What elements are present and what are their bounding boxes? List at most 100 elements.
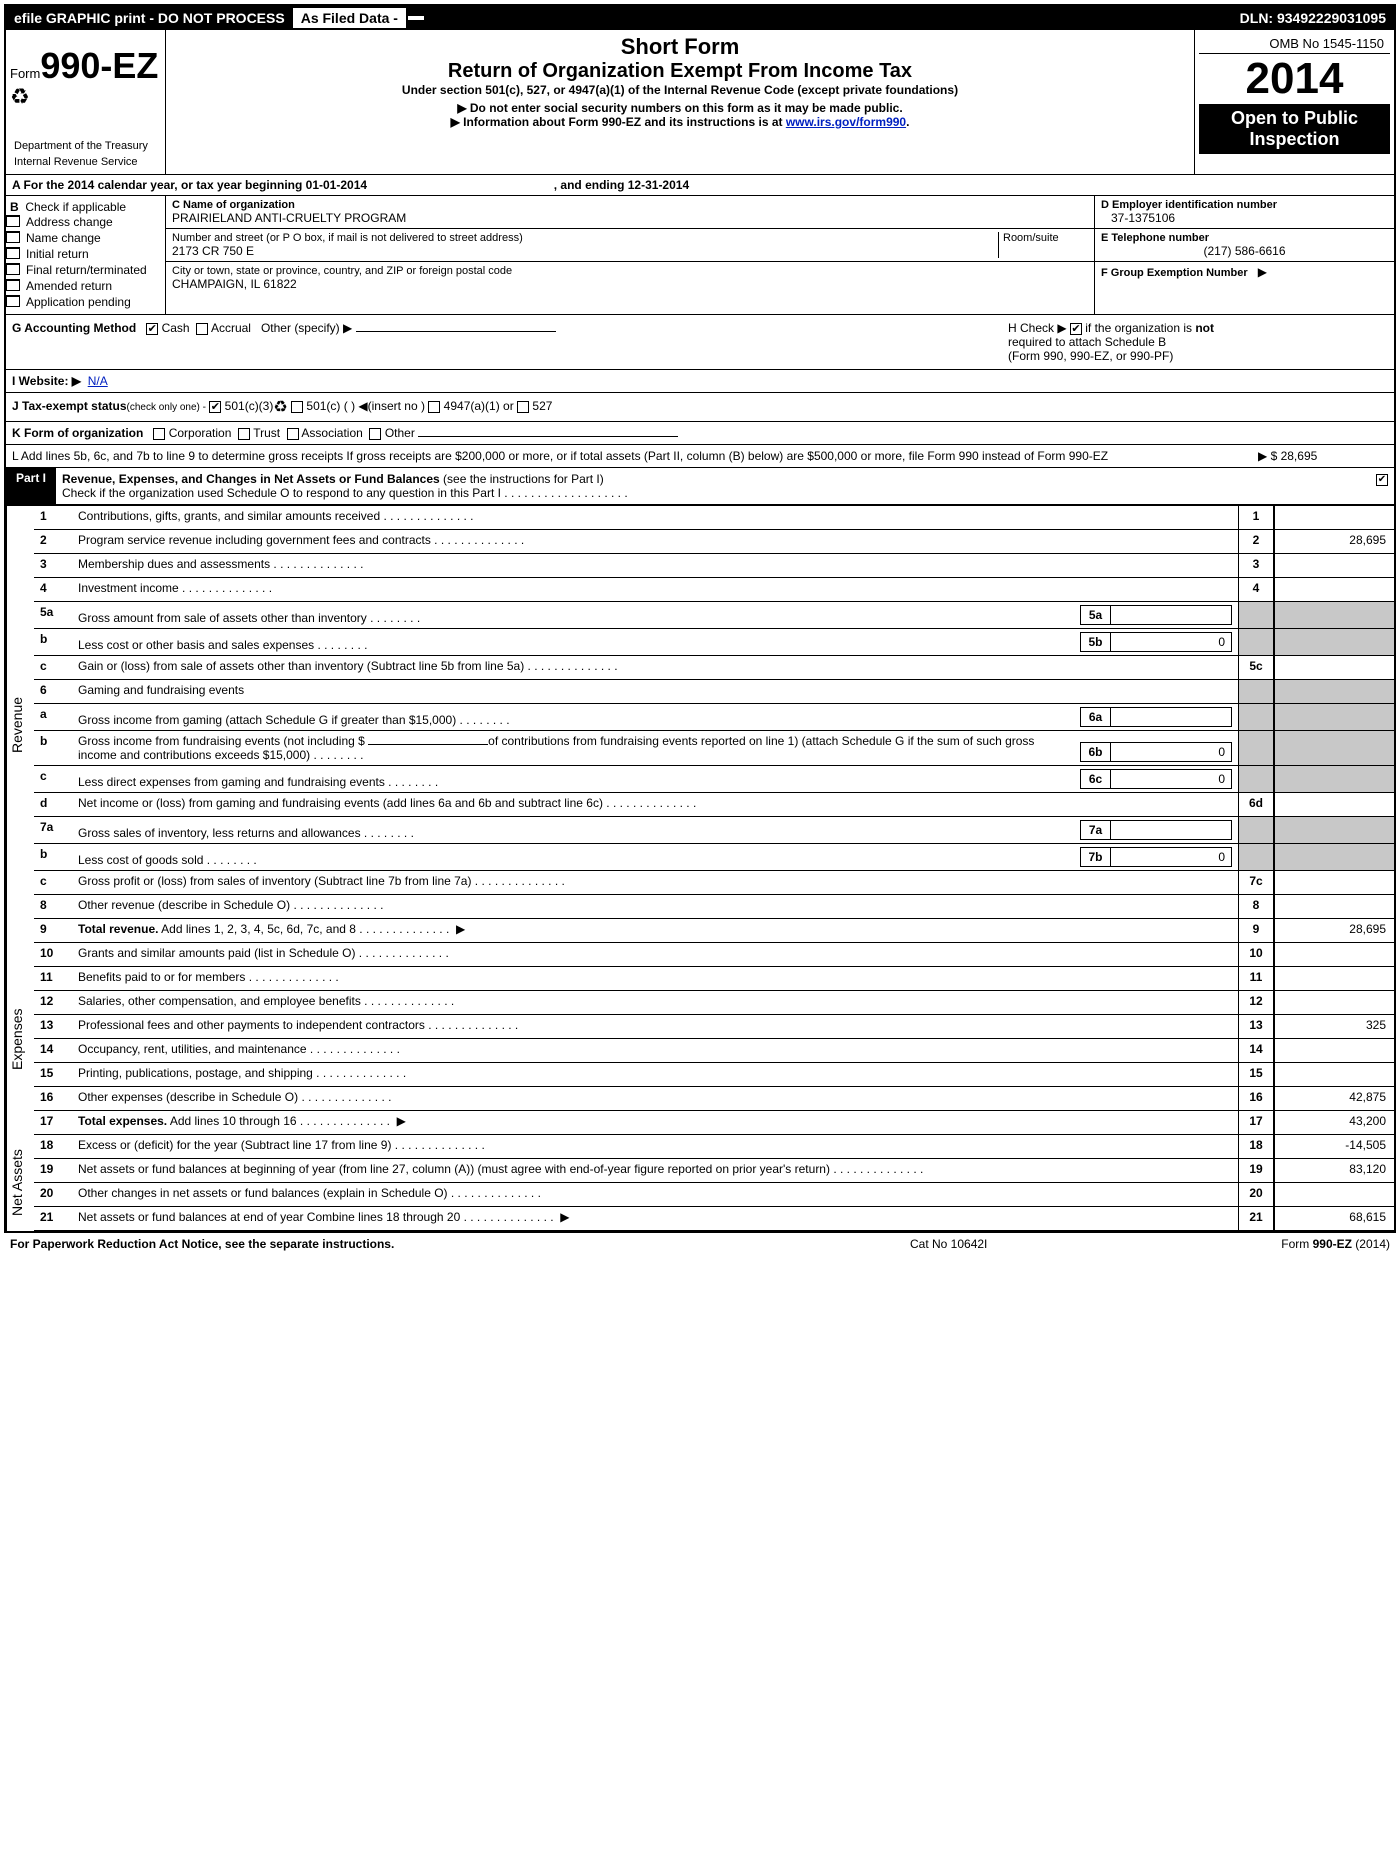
line-val bbox=[1274, 1039, 1394, 1062]
line-val: 28,695 bbox=[1274, 530, 1394, 553]
line-box: 6d bbox=[1238, 793, 1274, 816]
line-desc: Gross income from gaming (attach Schedul… bbox=[72, 704, 1238, 730]
h-not: not bbox=[1195, 321, 1214, 335]
g-other: Other (specify) ▶ bbox=[261, 321, 352, 335]
line-15: 15 Printing, publications, postage, and … bbox=[34, 1063, 1394, 1087]
b-label: B bbox=[10, 200, 19, 214]
chk-501c3[interactable] bbox=[209, 401, 221, 413]
chk-cash[interactable] bbox=[146, 323, 158, 335]
tel-label: E Telephone number bbox=[1101, 232, 1209, 244]
line-1: 1 Contributions, gifts, grants, and simi… bbox=[34, 506, 1394, 530]
open-public-1: Open to Public bbox=[1231, 108, 1358, 128]
chk-address-change[interactable]: Address change bbox=[10, 214, 161, 230]
part1-checkbox-cell bbox=[1364, 468, 1394, 504]
chk-4947[interactable] bbox=[428, 401, 440, 413]
website-link[interactable]: N/A bbox=[88, 374, 108, 388]
line-box: 21 bbox=[1238, 1207, 1274, 1230]
chk-corp[interactable] bbox=[153, 428, 165, 440]
line-box-shade bbox=[1238, 817, 1274, 843]
chk-assoc[interactable] bbox=[287, 428, 299, 440]
line-box-shade bbox=[1238, 766, 1274, 792]
line-box: 17 bbox=[1238, 1111, 1274, 1134]
k-trust: Trust bbox=[253, 426, 280, 440]
inline-box-val bbox=[1111, 821, 1231, 839]
header-center: Short Form Return of Organization Exempt… bbox=[166, 30, 1194, 174]
chk-initial-return[interactable]: Initial return bbox=[10, 246, 161, 262]
line-val bbox=[1274, 656, 1394, 679]
chk-amended-return[interactable]: Amended return bbox=[10, 278, 161, 294]
j-label: J Tax-exempt status bbox=[12, 399, 127, 413]
line-num: 14 bbox=[34, 1039, 72, 1062]
checkbox-icon bbox=[6, 295, 20, 307]
chk-schedule-o[interactable] bbox=[1376, 474, 1388, 486]
line-box-shade bbox=[1238, 602, 1274, 628]
inline-box-val bbox=[1111, 708, 1231, 726]
j-sub: (check only one) - bbox=[127, 402, 206, 413]
line-a: a Gross income from gaming (attach Sched… bbox=[34, 704, 1394, 731]
line-box-shade bbox=[1238, 704, 1274, 730]
line-desc: Investment income . . . . . . . . . . . … bbox=[72, 578, 1238, 601]
chk-application-pending[interactable]: Application pending bbox=[10, 294, 161, 310]
inline-box: 6a bbox=[1080, 707, 1232, 727]
org-name-value: PRAIRIELAND ANTI-CRUELTY PROGRAM bbox=[172, 211, 1088, 225]
inline-box-val: 0 bbox=[1111, 770, 1231, 788]
chk-accrual[interactable] bbox=[196, 323, 208, 335]
chk-trust[interactable] bbox=[238, 428, 250, 440]
part1-title: Revenue, Expenses, and Changes in Net As… bbox=[56, 468, 1364, 504]
line-desc: Gross income from fundraising events (no… bbox=[72, 731, 1238, 765]
ein-cell: D Employer identification number 37-1375… bbox=[1095, 196, 1394, 229]
h-text1: H Check ▶ bbox=[1008, 321, 1067, 335]
line-b: b Gross income from fundraising events (… bbox=[34, 731, 1394, 766]
inline-box-num: 7b bbox=[1081, 848, 1111, 866]
line-num: 4 bbox=[34, 578, 72, 601]
line-desc: Membership dues and assessments . . . . … bbox=[72, 554, 1238, 577]
irs-link[interactable]: www.irs.gov/form990 bbox=[786, 115, 906, 129]
line-13: 13 Professional fees and other payments … bbox=[34, 1015, 1394, 1039]
line-box: 18 bbox=[1238, 1135, 1274, 1158]
line-num: 16 bbox=[34, 1087, 72, 1110]
city-value: CHAMPAIGN, IL 61822 bbox=[172, 277, 1088, 291]
line-val-shade bbox=[1274, 844, 1394, 870]
line-box: 8 bbox=[1238, 895, 1274, 918]
line-num: 21 bbox=[34, 1207, 72, 1230]
row-l: L Add lines 5b, 6c, and 7b to line 9 to … bbox=[6, 445, 1394, 468]
l-arrow: ▶ bbox=[1258, 449, 1267, 463]
chk-527[interactable] bbox=[517, 401, 529, 413]
line-val: 325 bbox=[1274, 1015, 1394, 1038]
form-number: 990-EZ bbox=[40, 45, 158, 86]
line-num: c bbox=[34, 766, 72, 792]
line-21: 21 Net assets or fund balances at end of… bbox=[34, 1207, 1394, 1231]
line-d: d Net income or (loss) from gaming and f… bbox=[34, 793, 1394, 817]
line-box: 14 bbox=[1238, 1039, 1274, 1062]
under-section: Under section 501(c), 527, or 4947(a)(1)… bbox=[174, 83, 1186, 97]
l-text: L Add lines 5b, 6c, and 7b to line 9 to … bbox=[12, 449, 1248, 463]
line-desc: Gross profit or (loss) from sales of inv… bbox=[72, 871, 1238, 894]
line-num: 6 bbox=[34, 680, 72, 703]
inline-box: 5a bbox=[1080, 605, 1232, 625]
chk-501c[interactable] bbox=[291, 401, 303, 413]
checkbox-icon bbox=[6, 247, 20, 259]
chk-schedule-b[interactable] bbox=[1070, 323, 1082, 335]
grp-label: F Group Exemption Number bbox=[1101, 267, 1248, 279]
grid-b-f: B Check if applicable Address change Nam… bbox=[6, 196, 1394, 315]
grp-arrow: ▶ bbox=[1258, 265, 1267, 279]
note-info: ▶ Information about Form 990-EZ and its … bbox=[174, 115, 1186, 129]
chk-name-change[interactable]: Name change bbox=[10, 230, 161, 246]
line-14: 14 Occupancy, rent, utilities, and maint… bbox=[34, 1039, 1394, 1063]
line-c: c Less direct expenses from gaming and f… bbox=[34, 766, 1394, 793]
chk-other[interactable] bbox=[369, 428, 381, 440]
footer: For Paperwork Reduction Act Notice, see … bbox=[4, 1233, 1396, 1255]
line-desc: Program service revenue including govern… bbox=[72, 530, 1238, 553]
addr-cell: Number and street (or P O box, if mail i… bbox=[166, 229, 1094, 262]
line-val-shade bbox=[1274, 602, 1394, 628]
k-corp: Corporation bbox=[169, 426, 232, 440]
line-box: 11 bbox=[1238, 967, 1274, 990]
line-6: 6 Gaming and fundraising events bbox=[34, 680, 1394, 704]
inline-box-val: 0 bbox=[1111, 633, 1231, 651]
chk-final-return[interactable]: Final return/terminated bbox=[10, 262, 161, 278]
line-val: 42,875 bbox=[1274, 1087, 1394, 1110]
b-check-label: Check if applicable bbox=[25, 200, 126, 214]
inline-box-val: 0 bbox=[1111, 743, 1231, 761]
line-box: 10 bbox=[1238, 943, 1274, 966]
line-desc: Grants and similar amounts paid (list in… bbox=[72, 943, 1238, 966]
